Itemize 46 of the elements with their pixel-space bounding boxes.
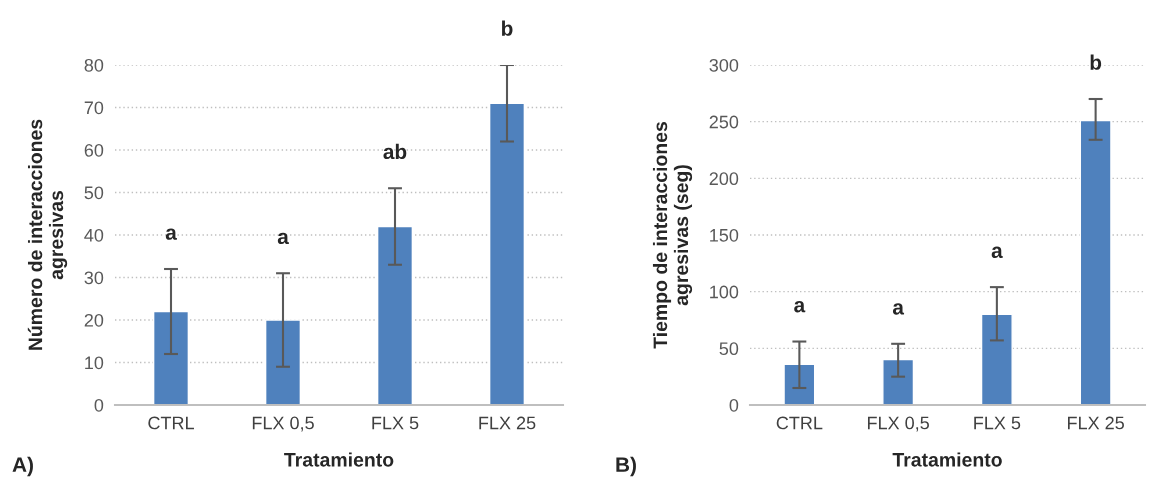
- text: B): [616, 456, 636, 477]
- y-tick-label: 70: [84, 101, 104, 115]
- annotation: a: [165, 228, 177, 240]
- y-tick-label: 30: [84, 271, 104, 285]
- annotation: b: [1090, 54, 1102, 70]
- x-tick-label: FLX 0,5: [867, 416, 929, 432]
- x-tick-label: FLX 25: [1068, 416, 1124, 430]
- bar: [376, 225, 414, 405]
- y-tick-label: 0: [729, 398, 739, 412]
- annotation: a: [892, 303, 905, 315]
- x-tick-label: FLX 5: [372, 416, 419, 430]
- x-axis-title: Tratamiento: [284, 452, 394, 467]
- bar: [152, 310, 190, 405]
- text: A): [12, 456, 33, 477]
- y-tick-label: 100: [710, 285, 739, 299]
- y-tick-label: 0: [94, 398, 104, 412]
- x-tick-label: FLX 25: [479, 416, 536, 430]
- x-tick-label: FLX 5: [974, 416, 1021, 430]
- y-tick-label: 50: [84, 186, 104, 200]
- y-tick-label: 60: [84, 143, 104, 157]
- bar: [488, 102, 526, 405]
- y-tick-label: 200: [709, 172, 739, 186]
- y-tick-label: 150: [710, 228, 739, 242]
- bar: [264, 319, 302, 405]
- bar: [1079, 119, 1112, 405]
- x-tick-label: FLX 0,5: [252, 416, 314, 432]
- y-tick-label: 250: [709, 115, 739, 129]
- y-tick-label: 20: [84, 313, 104, 327]
- y-tick-label: 50: [719, 342, 739, 356]
- y-axis-title: Número de interacciones agresivas: [27, 119, 68, 350]
- x-axis-title: Tratamiento: [892, 452, 1002, 467]
- y-tick-label: 10: [85, 356, 104, 370]
- annotation: a: [277, 232, 289, 245]
- bar: [882, 358, 915, 405]
- annotation: ab: [383, 143, 407, 160]
- x-tick-label: CTRL: [148, 416, 194, 430]
- text: b: [502, 20, 513, 36]
- y-tick-label: 300: [709, 58, 739, 72]
- bar: [783, 363, 816, 405]
- annotation: a: [991, 246, 1003, 258]
- y-axis-title: Tiempo de interacciones agresivas (seg): [652, 121, 693, 349]
- y-tick-label: 80: [84, 58, 104, 72]
- annotation: a: [794, 300, 806, 313]
- bar: [980, 313, 1013, 405]
- y-tick-label: 40: [84, 228, 104, 242]
- x-tick-label: CTRL: [776, 416, 823, 430]
